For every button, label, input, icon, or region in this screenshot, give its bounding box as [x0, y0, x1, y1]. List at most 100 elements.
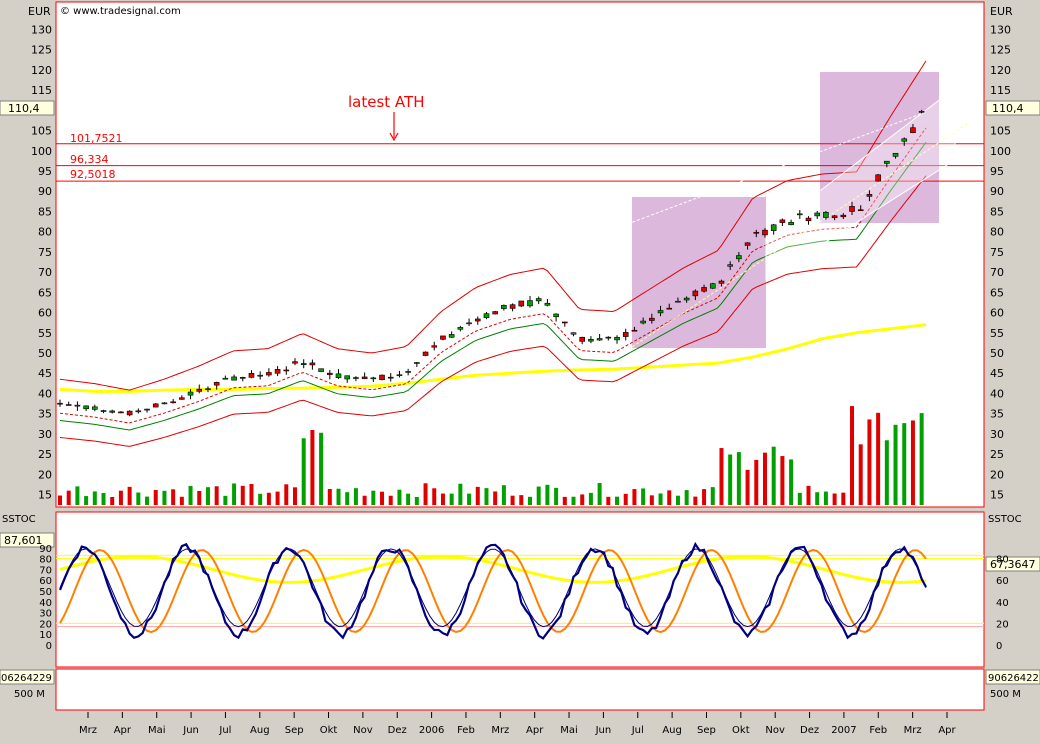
candle-down	[509, 304, 516, 309]
x-label-22: 2007	[831, 725, 856, 736]
candle-up	[657, 310, 664, 314]
x-label-25: Apr	[938, 725, 956, 736]
price-tick-left-50: 50	[38, 347, 52, 360]
candle-up	[683, 297, 690, 301]
candle-down	[857, 209, 864, 212]
candle-down	[379, 374, 385, 381]
volume-bar	[127, 486, 132, 505]
stochastic-panel[interactable]	[55, 511, 985, 668]
level-label-101: 101,7521	[70, 132, 123, 145]
candle-up	[335, 373, 342, 378]
stoch-tick-left-20: 20	[39, 619, 52, 630]
x-label-1: Apr	[114, 725, 132, 736]
candle-down	[179, 397, 185, 400]
price-tick-left-75: 75	[38, 246, 52, 259]
stoch-tick-left-60: 60	[39, 576, 52, 587]
candlesticks	[57, 109, 925, 417]
volume-indicator-panel[interactable]	[55, 668, 985, 711]
volume-bar	[545, 484, 550, 505]
volume-bar	[562, 496, 567, 505]
support-levels	[56, 143, 984, 182]
candle-down	[126, 410, 133, 416]
volume-bar	[345, 492, 350, 505]
candle-up	[596, 338, 603, 341]
volume-bar	[110, 496, 115, 505]
x-label-19: Okt	[732, 725, 750, 736]
volume-bar	[667, 490, 672, 505]
candle-up	[370, 377, 377, 380]
volume-bar	[336, 488, 341, 505]
candle-down	[170, 401, 176, 404]
volume-bar	[179, 496, 184, 505]
volume-bar	[223, 495, 228, 505]
x-label-8: Nov	[353, 725, 373, 736]
x-label-21: Dez	[800, 725, 819, 736]
candle-down	[109, 410, 116, 413]
volume-bar	[136, 492, 141, 505]
volume-bar	[675, 495, 680, 505]
volume-bar	[449, 493, 454, 505]
volume-bar	[258, 493, 263, 505]
volume-indicator-line	[59, 678, 927, 704]
candle-up	[640, 320, 646, 324]
volume-bar	[649, 495, 654, 505]
indicator-lines	[59, 60, 927, 447]
bollinger-lower-line	[59, 175, 927, 447]
candle-down	[744, 242, 751, 246]
price-tick-right-30: 30	[990, 428, 1004, 441]
candle-down	[283, 369, 290, 372]
volume-bar	[762, 452, 767, 505]
candle-down	[631, 329, 638, 332]
price-tick-left-25: 25	[38, 448, 52, 461]
candle-up	[892, 152, 899, 157]
volume-bar	[893, 424, 898, 505]
volume-bar	[797, 492, 802, 505]
candle-down	[779, 219, 786, 223]
volume-bar	[719, 448, 724, 505]
volume-bar	[702, 489, 707, 505]
copyright-text: © www.tradesignal.com	[60, 6, 181, 17]
stoch-tick-left-70: 70	[39, 565, 52, 576]
volume-bars	[58, 406, 924, 505]
volume-bar	[484, 488, 489, 505]
stoch-tick-left-10: 10	[39, 630, 52, 641]
volume-bar	[841, 492, 846, 505]
candle-up	[788, 221, 794, 226]
candle-up	[918, 111, 925, 113]
volume-bar	[319, 432, 324, 505]
candle-up	[901, 138, 908, 142]
candle-up	[770, 224, 777, 231]
stoch-tick-right-80: 80	[996, 555, 1009, 566]
volume-bar	[780, 456, 785, 505]
left-unit-label: EUR	[28, 5, 51, 18]
candle-up	[709, 283, 716, 289]
price-tick-right-95: 95	[990, 165, 1004, 178]
candle-up	[448, 334, 455, 338]
x-label-20: Nov	[765, 725, 785, 736]
price-tick-right-130: 130	[990, 24, 1011, 37]
x-label-13: Apr	[526, 725, 544, 736]
x-label-17: Aug	[662, 725, 682, 736]
stoch-tick-left-50: 50	[39, 587, 52, 598]
volume-bar	[850, 406, 855, 505]
volume-bar	[197, 490, 202, 505]
volume-bar	[292, 487, 297, 505]
volume-bar	[380, 491, 385, 505]
volume-bar	[693, 496, 698, 505]
trend-channel-lines	[299, 86, 971, 348]
volume-bar	[249, 483, 254, 505]
candle-up	[161, 402, 168, 405]
price-tick-left-130: 130	[31, 24, 52, 37]
volume-bar	[284, 484, 289, 505]
volume-bar	[806, 485, 811, 505]
volume-bar	[510, 495, 515, 505]
price-tick-left-45: 45	[38, 367, 52, 380]
volume-value-tag-right	[985, 669, 1040, 685]
green-indicator-line	[59, 141, 927, 431]
x-label-4: Jul	[218, 725, 231, 736]
x-axis: Mrz Apr Mai Jun Jul Aug Sep Okt Nov Dez 2006 Feb Mrz…	[79, 712, 957, 736]
annotation-arrow-head-icon	[389, 132, 399, 142]
volume-bar	[432, 488, 437, 505]
volume-bar	[754, 459, 759, 505]
